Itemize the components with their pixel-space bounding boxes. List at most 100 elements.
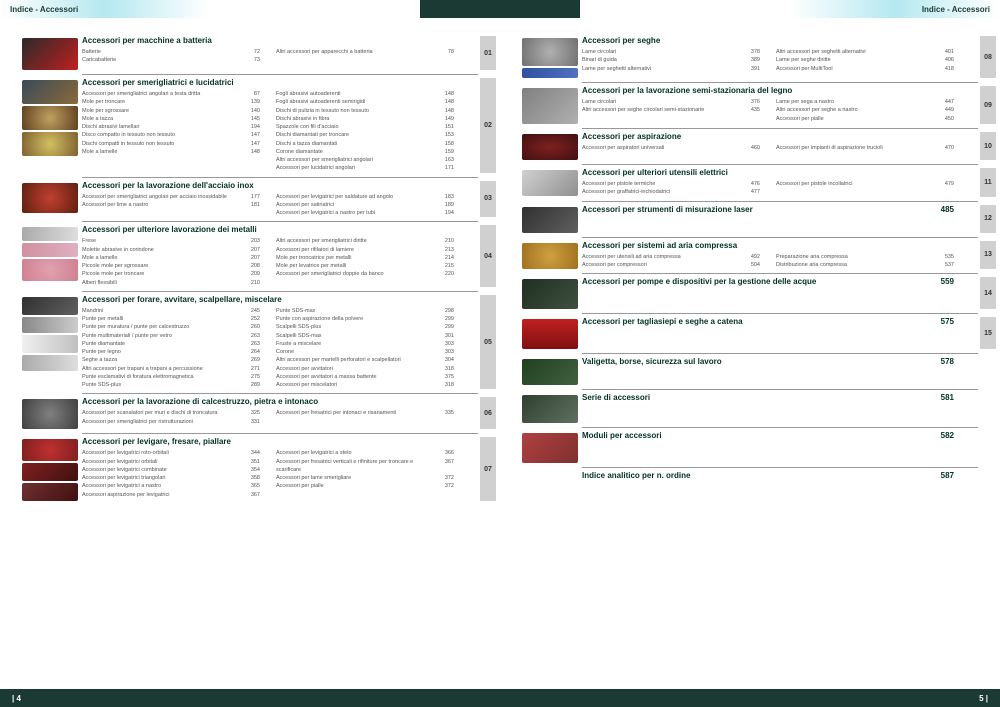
toc-entry: Accessori per fresatrici verticali e rif… xyxy=(276,458,454,475)
toc-entry: Mole a tazza145 xyxy=(82,115,260,123)
section-title-text: Serie di accessori xyxy=(582,393,650,402)
toc-entry-page: 299 xyxy=(445,315,454,323)
toc-entry: Lame per seghe diritte406 xyxy=(776,56,954,64)
toc-entry-label: Altri accessori per martelli perforatori… xyxy=(276,356,437,364)
toc-entry: Accessori per levigatrici triangolari358 xyxy=(82,474,260,482)
toc-entry: Preparazione aria compressa535 xyxy=(776,253,954,261)
section-divider xyxy=(82,291,478,292)
product-thumbnail xyxy=(22,106,78,130)
section-thumbnails xyxy=(22,225,82,287)
toc-entry: Lame circolari378 xyxy=(582,48,760,56)
toc-entry: Fogli abrasivi autoaderenti148 xyxy=(276,90,454,98)
toc-entry-page: 477 xyxy=(751,188,760,196)
toc-entry-page: 263 xyxy=(251,332,260,340)
toc-entry: Accessori per avvitatori318 xyxy=(276,365,454,373)
section-title-text: Accessori per pompe e dispositivi per la… xyxy=(582,277,816,286)
toc-entry-label: Distribuzione aria compressa xyxy=(776,261,937,269)
toc-entry: Mole per troncare139 xyxy=(82,98,260,106)
toc-entry-label: Accessori per levigatrici a nastro xyxy=(82,482,243,490)
toc-section: Accessori per pompe e dispositivi per la… xyxy=(522,277,978,309)
toc-entry-page: 147 xyxy=(251,131,260,139)
toc-entry-label: Accessori per lame smerigliare xyxy=(276,474,437,482)
section-title-text: Accessori per la lavorazione di calcestr… xyxy=(82,397,318,406)
section-tab: 03 xyxy=(480,181,496,218)
toc-entry-label: Accessori per aspiratori universali xyxy=(582,144,743,152)
toc-entry-page: 391 xyxy=(751,65,760,73)
pages: 01020304050607Accessori per macchine a b… xyxy=(0,18,1000,688)
toc-entry-label: Accessori per lucidatrici angolari xyxy=(276,164,437,172)
toc-entry-page: 73 xyxy=(254,56,260,64)
section-title-text: Accessori per la lavorazione dell'acciai… xyxy=(82,181,254,190)
section-thumbnails xyxy=(522,132,582,160)
product-thumbnail xyxy=(22,227,78,241)
section-title: Indice analitico per n. ordine587 xyxy=(582,471,954,480)
section-title: Accessori per tagliasiepi e seghe a cate… xyxy=(582,317,954,326)
toc-entry-label: Accessori per levigatrici orbitali xyxy=(82,458,243,466)
section-title: Accessori per levigare, fresare, piallar… xyxy=(82,437,454,446)
toc-entry-page: 203 xyxy=(251,237,260,245)
section-title-text: Accessori per strumenti di misurazione l… xyxy=(582,205,753,214)
section-tab: 01 xyxy=(480,36,496,70)
product-thumbnail xyxy=(22,297,78,315)
toc-entry-label: Accessori per pialle xyxy=(776,115,937,123)
toc-entry-label: Preparazione aria compressa xyxy=(776,253,937,261)
toc-entry: Accessori per levigatrici combinate354 xyxy=(82,466,260,474)
toc-entry: Accessori aspirazione per levigatrici367 xyxy=(82,491,260,499)
header-right-title: Indice - Accessori xyxy=(922,5,990,14)
toc-entry-page: 252 xyxy=(251,315,260,323)
toc-entry-label: Altri accessori per smerigliatrici angol… xyxy=(276,156,437,164)
section-title: Accessori per aspirazione xyxy=(582,132,954,141)
toc-entry: Spazzole con fili d'acciaio151 xyxy=(276,123,454,131)
toc-entry-label: Accessori aspirazione per levigatrici xyxy=(82,491,243,499)
product-thumbnail xyxy=(522,207,578,233)
toc-entry: Dischi diamantati per troncare153 xyxy=(276,131,454,139)
toc-entry-label: Mole per troncatrice per metalli xyxy=(276,254,437,262)
toc-entry: Accessori per levigatrici orbitali351 xyxy=(82,458,260,466)
section-divider xyxy=(582,82,978,83)
toc-entry-label: Accessori per avvitatori xyxy=(276,365,437,373)
toc-entry: Accessori per lame smerigliare372 xyxy=(276,474,454,482)
toc-entry-label: Accessori per fresatrici verticali e rif… xyxy=(276,458,437,475)
toc-entry-page: 87 xyxy=(254,90,260,98)
toc-section: Accessori per la lavorazione di calcestr… xyxy=(22,397,478,429)
section-tab: 14 xyxy=(980,277,996,309)
toc-entry: Accessori per smerigliatrici angolari pe… xyxy=(82,193,260,201)
header-right: Indice - Accessori xyxy=(790,0,1000,18)
toc-entry-label: Piccole mole per sgrossare xyxy=(82,262,243,270)
toc-entry: Altri accessori per seghetti alternativi… xyxy=(776,48,954,56)
toc-section: Accessori per ulteriore lavorazione dei … xyxy=(22,225,478,287)
toc-entry-label: Fogli abrasivi autoaderenti xyxy=(276,90,437,98)
section-divider xyxy=(582,128,978,129)
toc-entry: Accessori per lime a nastro181 xyxy=(82,201,260,209)
toc-section: Accessori per tagliasiepi e seghe a cate… xyxy=(522,317,978,349)
toc-entry: Seghe a tazza269 xyxy=(82,356,260,364)
toc-entry-label: Punte multimateriali / punte per vetro xyxy=(82,332,243,340)
product-thumbnail xyxy=(22,317,78,333)
section-title-page: 575 xyxy=(941,317,954,326)
toc-section: Accessori per sistemi ad aria compressaA… xyxy=(522,241,978,270)
footer-bar: | 4 5 | xyxy=(0,689,1000,707)
section-thumbnails xyxy=(522,36,582,78)
toc-entry: Frese203 xyxy=(82,237,260,245)
product-thumbnail xyxy=(522,170,578,196)
toc-entry: Altri accessori per apparecchi a batteri… xyxy=(276,48,454,56)
toc-entry-page: 479 xyxy=(945,180,954,188)
toc-entry: Fogli abrasivi autoaderenti semirigidi14… xyxy=(276,98,454,106)
toc-section: Moduli per accessori582 xyxy=(522,431,978,463)
toc-entry-label: Spazzole con fili d'acciaio xyxy=(276,123,437,131)
toc-section: Serie di accessori581 xyxy=(522,393,978,423)
header-left: Indice - Accessori xyxy=(0,0,210,18)
toc-entry-page: 289 xyxy=(251,381,260,389)
toc-entry-label: Mandrini xyxy=(82,307,243,315)
toc-entry: Punte SDS-plus289 xyxy=(82,381,260,389)
section-title: Accessori per seghe xyxy=(582,36,954,45)
section-title: Accessori per smerigliatrici e lucidatri… xyxy=(82,78,454,87)
toc-entry: Accessori per scanalatori per muri e dis… xyxy=(82,409,260,417)
section-thumbnails xyxy=(22,36,82,70)
toc-entry-page: 303 xyxy=(445,340,454,348)
section-tab: 08 xyxy=(980,36,996,78)
toc-entry-label: Accessori per miscelatori xyxy=(276,381,437,389)
toc-entry-label: Mole per sgrossare xyxy=(82,107,243,115)
toc-entry-page: 537 xyxy=(945,261,954,269)
section-divider xyxy=(582,353,978,354)
